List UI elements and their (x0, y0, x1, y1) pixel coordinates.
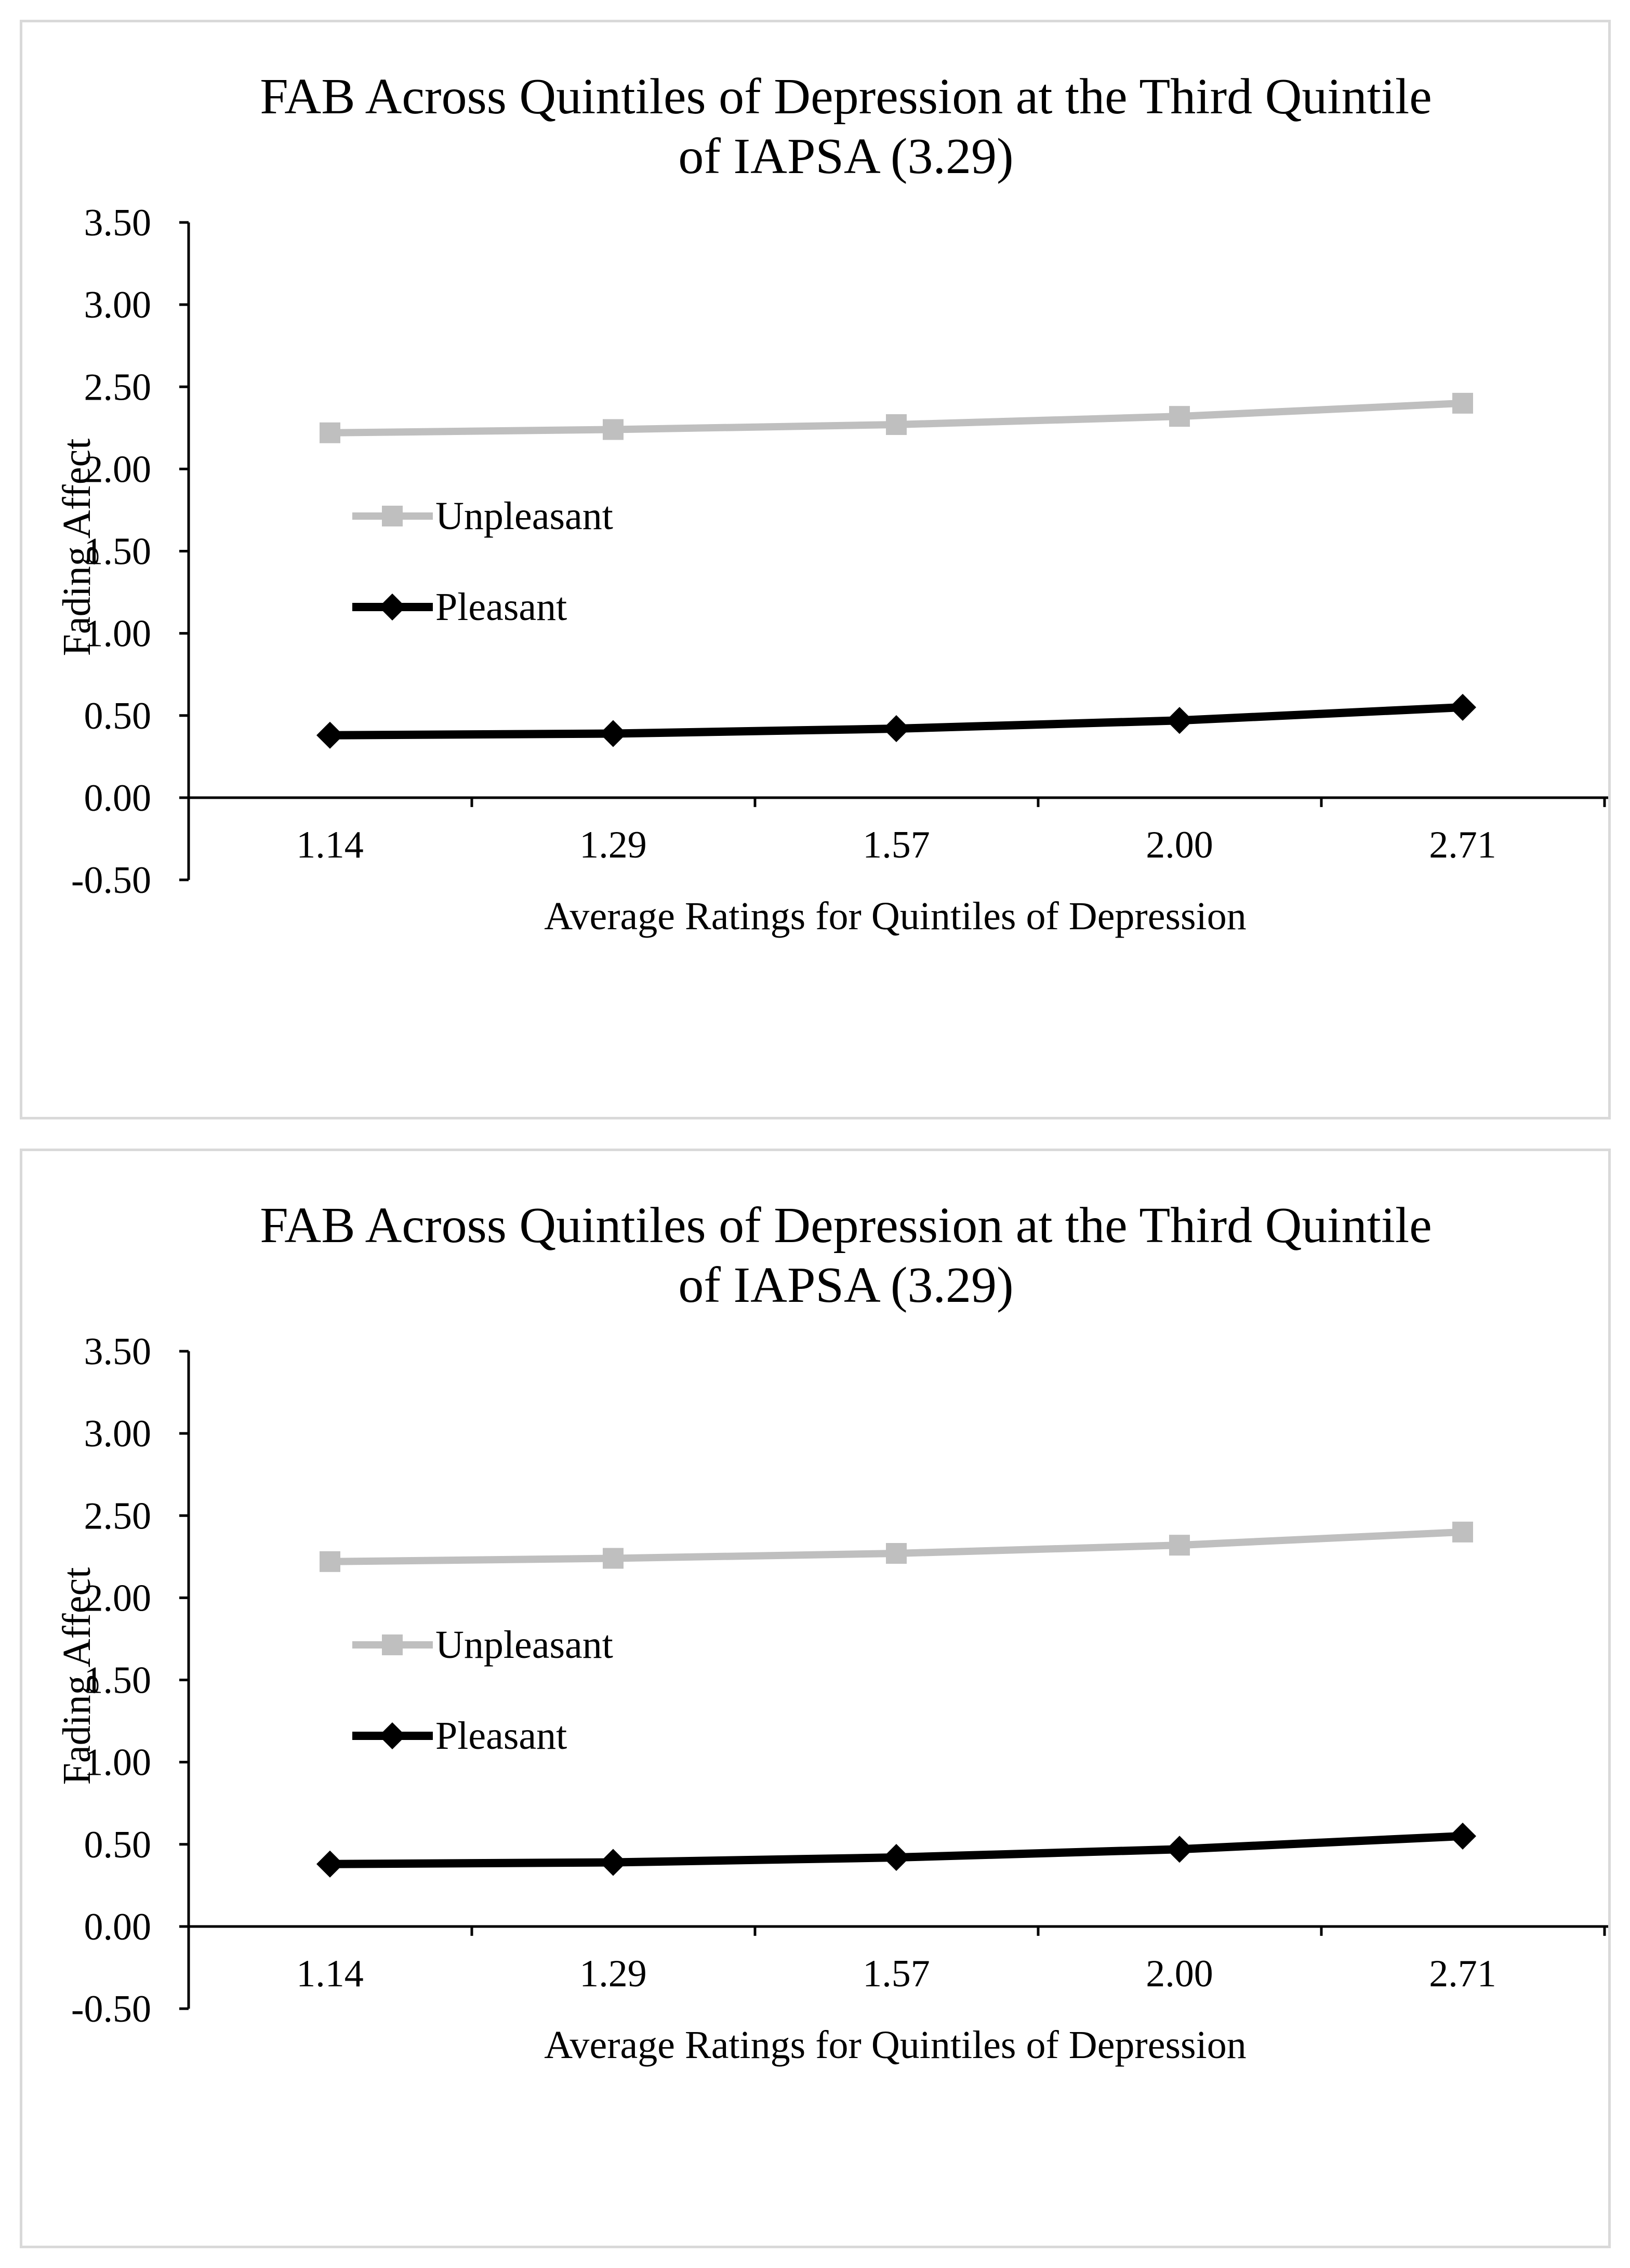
x-tick-label: 2.00 (1146, 824, 1213, 866)
y-axis-label: Fading Affect (55, 439, 99, 656)
legend-item-unpleasant: Unpleasant (352, 494, 613, 538)
x-axis-label: Average Ratings for Quintiles of Depress… (544, 2023, 1247, 2067)
y-tick-label: 3.00 (84, 1413, 152, 1455)
legend-item-unpleasant: Unpleasant (352, 1623, 613, 1667)
y-tick-label: 0.00 (84, 1906, 152, 1948)
data-point-pleasant (1166, 707, 1193, 734)
y-tick-label: 2.50 (84, 1495, 152, 1537)
y-tick-label: 0.50 (84, 1824, 152, 1866)
data-point-unpleasant (320, 1551, 340, 1572)
y-axis-label: Fading Affect (55, 1567, 99, 1785)
x-tick-label: 1.29 (579, 1953, 647, 1995)
series-unpleasant (320, 392, 1473, 443)
y-tick-label: 3.50 (84, 1330, 152, 1373)
y-tick-label: -0.50 (71, 859, 151, 902)
y-tick-label: 2.00 (84, 448, 152, 491)
chart-panel-2: FAB Across Quintiles of Depression at th… (20, 1149, 1611, 2248)
data-point-pleasant (600, 720, 627, 747)
x-axis-label: Average Ratings for Quintiles of Depress… (544, 894, 1247, 938)
series-pleasant (316, 693, 1476, 749)
y-tick-label: 3.00 (84, 284, 152, 326)
series-pleasant (316, 1822, 1476, 1878)
chart-title-line-1: FAB Across Quintiles of Depression at th… (260, 69, 1432, 125)
y-tick-label: 1.50 (84, 531, 152, 573)
y-tick-label: -0.50 (71, 1988, 151, 2030)
data-point-pleasant (316, 1850, 343, 1878)
legend-diamond-icon (379, 594, 406, 621)
legend-square-icon (382, 1634, 403, 1655)
x-tick-label: 1.14 (296, 1953, 364, 1995)
x-tick-label: 1.14 (296, 824, 364, 866)
y-tick-label: 2.00 (84, 1577, 152, 1619)
legend-label: Pleasant (435, 585, 567, 629)
chart-title-line-1: FAB Across Quintiles of Depression at th… (260, 1197, 1432, 1254)
chart-title-line-2: of IAPSA (3.29) (678, 1257, 1013, 1313)
data-point-unpleasant (1452, 1521, 1473, 1542)
y-tick-label: 0.00 (84, 777, 152, 820)
data-point-pleasant (1166, 1836, 1193, 1863)
data-point-pleasant (600, 1849, 627, 1876)
line-chart-2: FAB Across Quintiles of Depression at th… (55, 1197, 1608, 2067)
data-point-unpleasant (886, 414, 907, 435)
y-tick-label: 1.50 (84, 1659, 152, 1702)
x-tick-label: 1.29 (579, 824, 647, 866)
data-point-unpleasant (1169, 406, 1190, 427)
data-point-unpleasant (1169, 1535, 1190, 1556)
y-tick-label: 3.50 (84, 202, 152, 244)
data-point-unpleasant (603, 419, 624, 440)
data-point-unpleasant (886, 1542, 907, 1564)
data-point-pleasant (316, 721, 343, 749)
x-tick-label: 2.71 (1429, 824, 1496, 866)
line-chart-1: FAB Across Quintiles of Depression at th… (55, 69, 1608, 938)
legend-item-pleasant: Pleasant (352, 585, 567, 629)
x-tick-label: 2.71 (1429, 1953, 1496, 1995)
x-tick-label: 1.57 (863, 824, 930, 866)
data-point-unpleasant (1452, 392, 1473, 414)
legend-label: Unpleasant (435, 494, 613, 538)
data-point-pleasant (1449, 1822, 1476, 1850)
legend-label: Unpleasant (435, 1623, 613, 1667)
series-unpleasant (320, 1521, 1473, 1572)
y-tick-label: 2.50 (84, 366, 152, 408)
legend-item-pleasant: Pleasant (352, 1714, 567, 1758)
y-tick-label: 0.50 (84, 695, 152, 737)
legend-label: Pleasant (435, 1714, 567, 1758)
chart-title-line-2: of IAPSA (3.29) (678, 128, 1013, 184)
x-tick-label: 2.00 (1146, 1953, 1213, 1995)
legend-diamond-icon (379, 1722, 406, 1749)
chart-panel-1: FAB Across Quintiles of Depression at th… (20, 20, 1611, 1119)
data-point-pleasant (883, 715, 910, 743)
data-point-pleasant (1449, 693, 1476, 721)
data-point-unpleasant (603, 1548, 624, 1569)
data-point-unpleasant (320, 422, 340, 443)
y-tick-label: 1.00 (84, 1742, 152, 1784)
x-tick-label: 1.57 (863, 1953, 930, 1995)
y-tick-label: 1.00 (84, 613, 152, 655)
legend-square-icon (382, 506, 403, 526)
data-point-pleasant (883, 1844, 910, 1871)
